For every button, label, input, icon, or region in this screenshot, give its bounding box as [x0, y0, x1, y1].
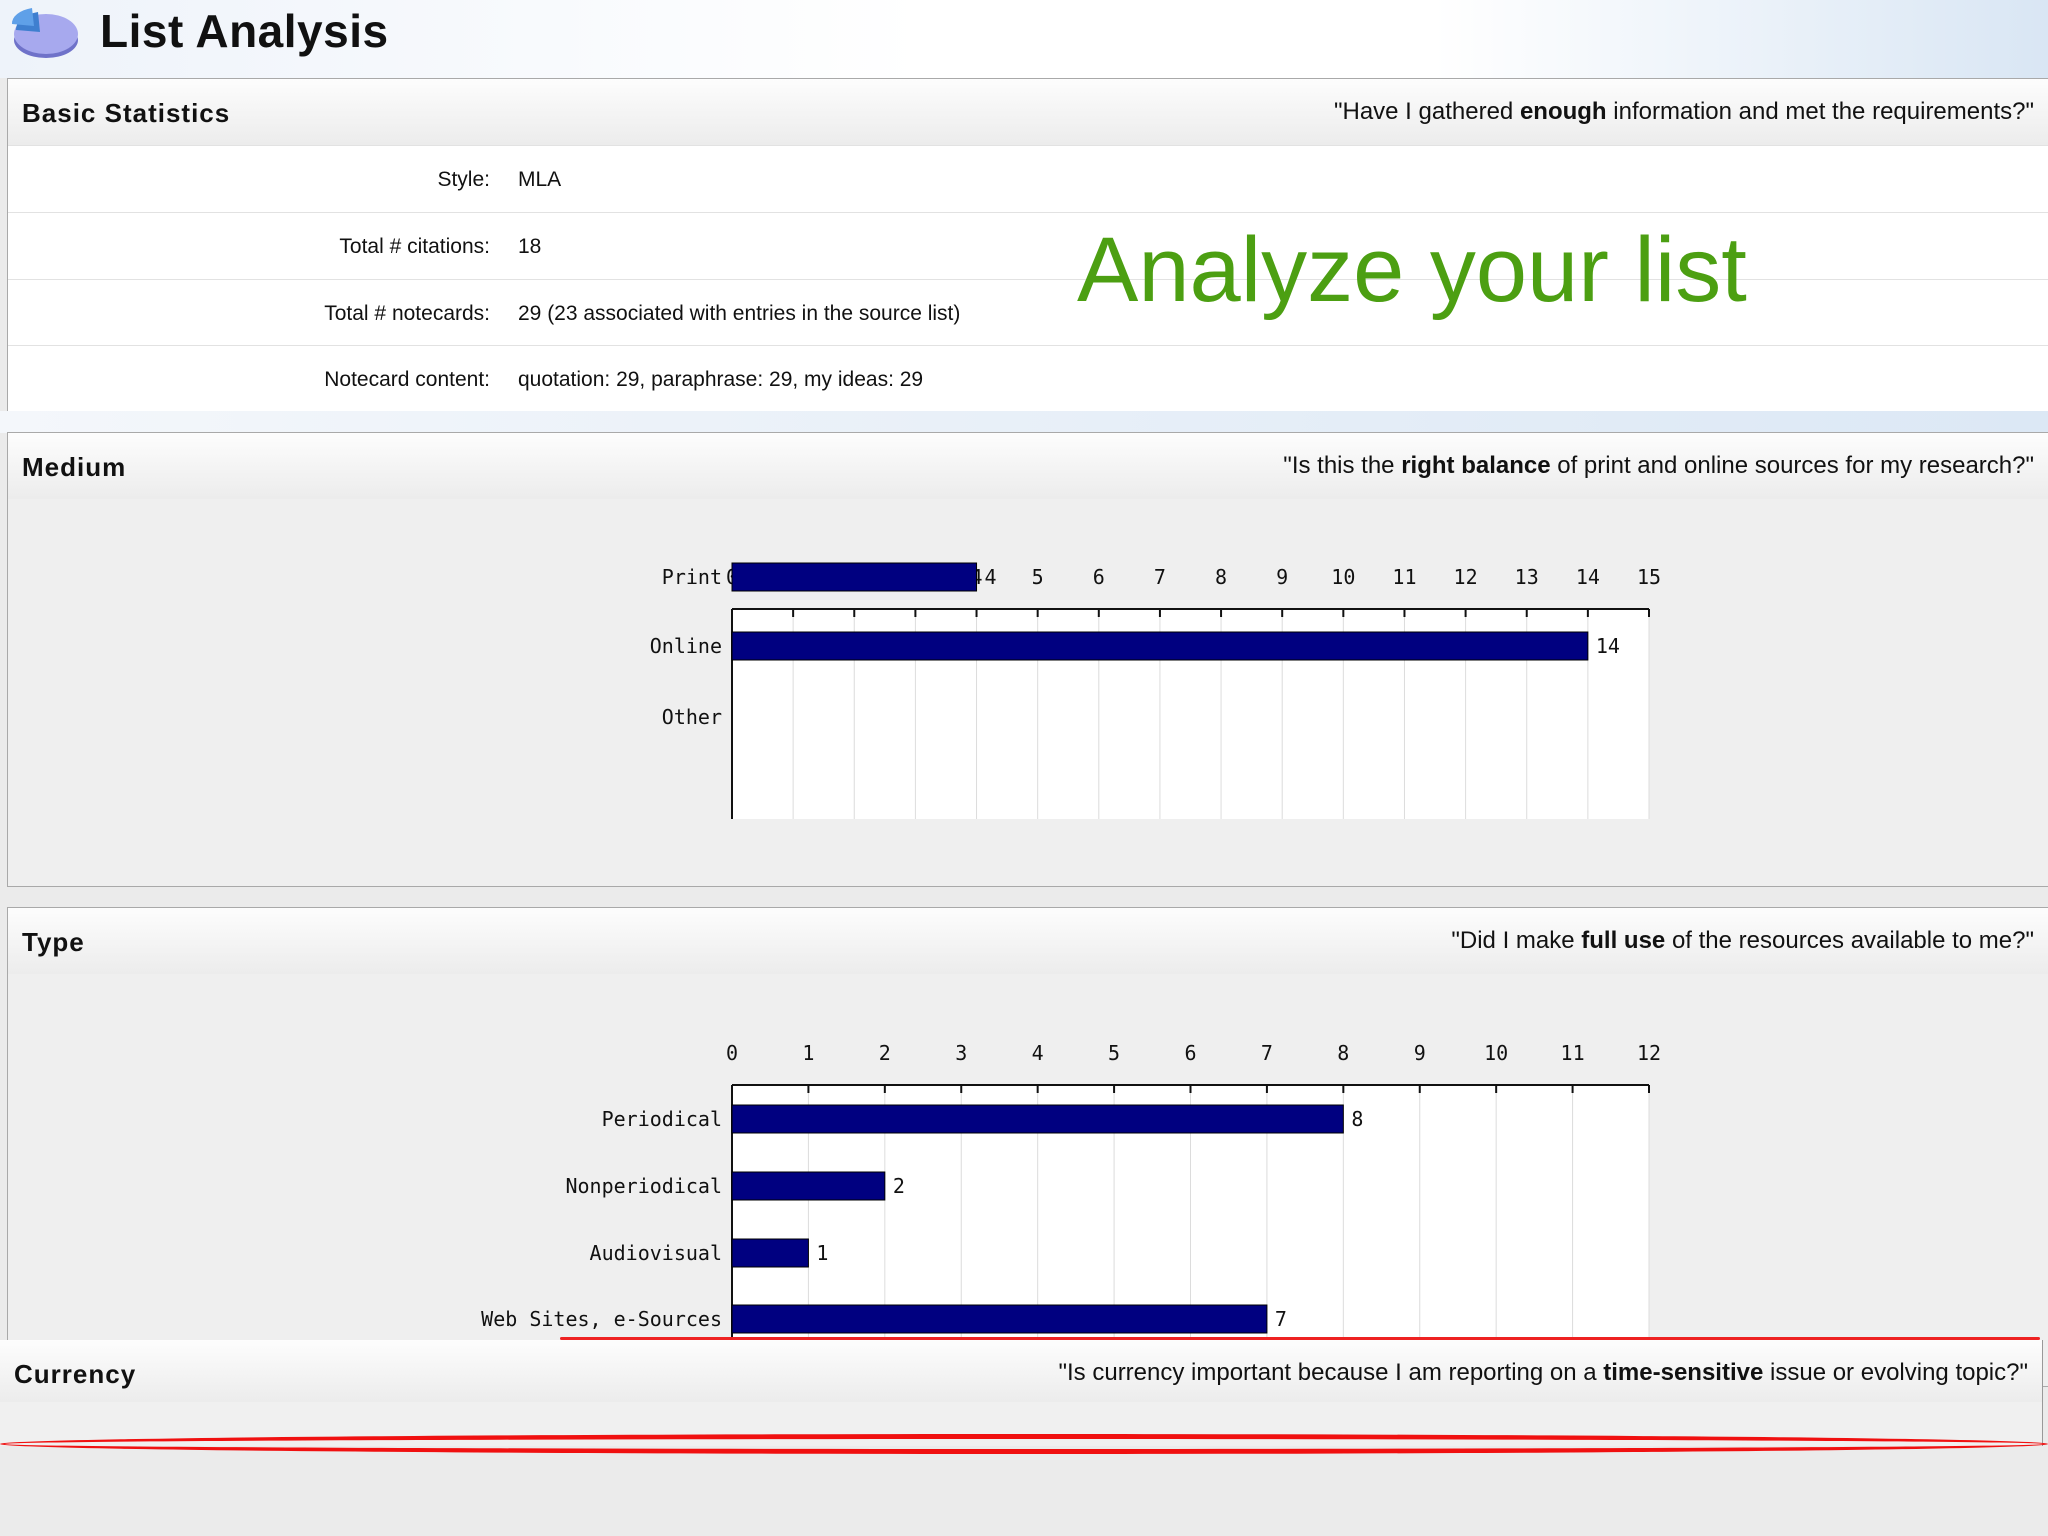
- basic-statistics-panel: Basic Statistics "Have I gathered enough…: [7, 78, 2048, 412]
- panel-title: Basic Statistics: [22, 98, 231, 128]
- panel-header: Type "Did I make full use of the resourc…: [8, 908, 2048, 974]
- stat-row-citations: Total # citations: 18: [8, 212, 2048, 279]
- tick-label: 5: [1108, 1041, 1120, 1065]
- pie-chart-icon: [11, 8, 78, 58]
- category-label: Periodical: [602, 1107, 722, 1131]
- stat-label: Total # notecards:: [324, 302, 490, 325]
- stat-label: Total # citations:: [339, 235, 490, 258]
- stat-row-style: Style: MLA: [8, 145, 2048, 212]
- category-label: Print: [662, 565, 722, 589]
- category-label: Online: [650, 634, 722, 658]
- data-label: 1: [816, 1241, 828, 1265]
- panel-question: "Have I gathered enough information and …: [1333, 98, 2034, 125]
- currency-panel: Currency "Is currency important because …: [0, 1340, 2043, 1446]
- medium-bar-chart: 0123456789101112131415Print4Online14Othe…: [650, 562, 1661, 819]
- bar: [731, 1304, 1268, 1334]
- annotation-red-line: [560, 1337, 2040, 1340]
- stat-row-notecard-content: Notecard content: quotation: 29, paraphra…: [8, 345, 2048, 412]
- tick-label: 15: [1637, 565, 1661, 589]
- medium-panel: Medium "Is this the right balance of pri…: [7, 432, 2048, 887]
- panel-question: "Is this the right balance of print and …: [1283, 452, 2034, 479]
- bar: [731, 1104, 1344, 1134]
- panel-question: "Did I make full use of the resources av…: [1451, 927, 2034, 954]
- tick-label: 14: [1576, 565, 1600, 589]
- tick-label: 1: [802, 1041, 814, 1065]
- bar: [731, 631, 1589, 661]
- stat-label: Style:: [437, 168, 490, 191]
- category-label: Web Sites, e-Sources: [481, 1307, 722, 1331]
- tick-label: 12: [1454, 565, 1478, 589]
- panel-header: Basic Statistics "Have I gathered enough…: [8, 79, 2048, 145]
- tick-label: 9: [1276, 565, 1288, 589]
- category-label: Audiovisual: [590, 1241, 722, 1265]
- tick-label: 9: [1414, 1041, 1426, 1065]
- page-header: List Analysis: [0, 0, 2048, 78]
- panel-title: Type: [22, 927, 85, 957]
- panel-gap: [0, 411, 2048, 433]
- type-panel: Type "Did I make full use of the resourc…: [7, 907, 2048, 1388]
- tick-label: 10: [1331, 565, 1355, 589]
- annotation-analyze-your-list: Analyze your list: [1077, 219, 1747, 321]
- data-label: 8: [1351, 1107, 1363, 1131]
- annotation-red-ellipse: [0, 1434, 2048, 1454]
- tick-label: 3: [955, 1041, 967, 1065]
- tick-label: 7: [1261, 1041, 1273, 1065]
- tick-label: 10: [1484, 1041, 1508, 1065]
- tick-label: 6: [1093, 565, 1105, 589]
- stat-value: MLA: [518, 168, 562, 191]
- panel-title: Currency: [14, 1359, 137, 1389]
- stat-value: 29 (23 associated with entries in the so…: [518, 302, 961, 325]
- stat-value: quotation: 29, paraphrase: 29, my ideas:…: [518, 368, 924, 391]
- tick-label: 6: [1184, 1041, 1196, 1065]
- bar: [731, 1171, 886, 1201]
- stat-row-notecards: Total # notecards: 29 (23 associated with…: [8, 279, 2048, 346]
- bar: [731, 562, 978, 592]
- tick-label: 11: [1561, 1041, 1585, 1065]
- tick-label: 11: [1392, 565, 1416, 589]
- bar: [731, 1238, 809, 1268]
- panel-title: Medium: [22, 452, 127, 482]
- data-label: 4: [985, 565, 997, 589]
- tick-label: 13: [1515, 565, 1539, 589]
- data-label: 7: [1275, 1307, 1287, 1331]
- panel-header: Currency "Is currency important because …: [0, 1340, 2042, 1402]
- stat-label: Notecard content:: [324, 368, 490, 391]
- tick-label: 8: [1337, 1041, 1349, 1065]
- tick-label: 7: [1154, 565, 1166, 589]
- tick-label: 4: [1032, 1041, 1044, 1065]
- tick-label: 8: [1215, 565, 1227, 589]
- data-label: 14: [1596, 634, 1620, 658]
- panel-question: "Is currency important because I am repo…: [1058, 1359, 2028, 1386]
- page-title: List Analysis: [100, 5, 389, 57]
- stat-value: 18: [518, 235, 542, 258]
- panel-header: Medium "Is this the right balance of pri…: [8, 433, 2048, 499]
- tick-label: 2: [879, 1041, 891, 1065]
- tick-label: 0: [726, 1041, 738, 1065]
- tick-label: 5: [1032, 565, 1044, 589]
- tick-label: 12: [1637, 1041, 1661, 1065]
- category-label: Nonperiodical: [565, 1174, 722, 1198]
- data-label: 2: [893, 1174, 905, 1198]
- category-label: Other: [662, 705, 722, 729]
